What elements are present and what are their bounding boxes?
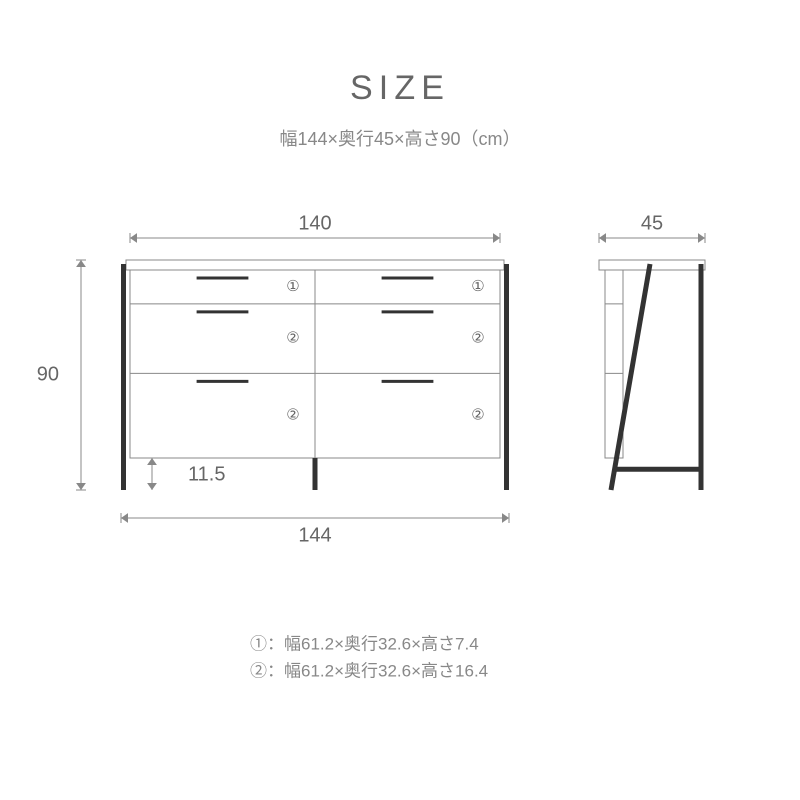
dim-height: 90 [37,363,59,385]
page-title: SIZE [350,69,450,107]
drawer-callout: ① [286,278,299,295]
drawer-callout: ② [471,407,484,424]
size-summary: 幅144×奥行45×高さ90（cm） [279,129,520,149]
dim-clearance: 11.5 [188,463,225,485]
dim-depth: 45 [641,212,663,234]
drawer-callout: ① [471,278,484,295]
drawer-callout: ② [471,330,484,347]
drawer-callout: ② [286,407,299,424]
dim-width-top: 140 [298,212,331,234]
drawer-callout: ② [286,330,299,347]
dim-width-bottom: 144 [298,524,331,546]
footnote-2: ②：幅61.2×奥行32.6×高さ16.4 [250,661,488,680]
footnote-1: ①：幅61.2×奥行32.6×高さ7.4 [250,634,479,653]
